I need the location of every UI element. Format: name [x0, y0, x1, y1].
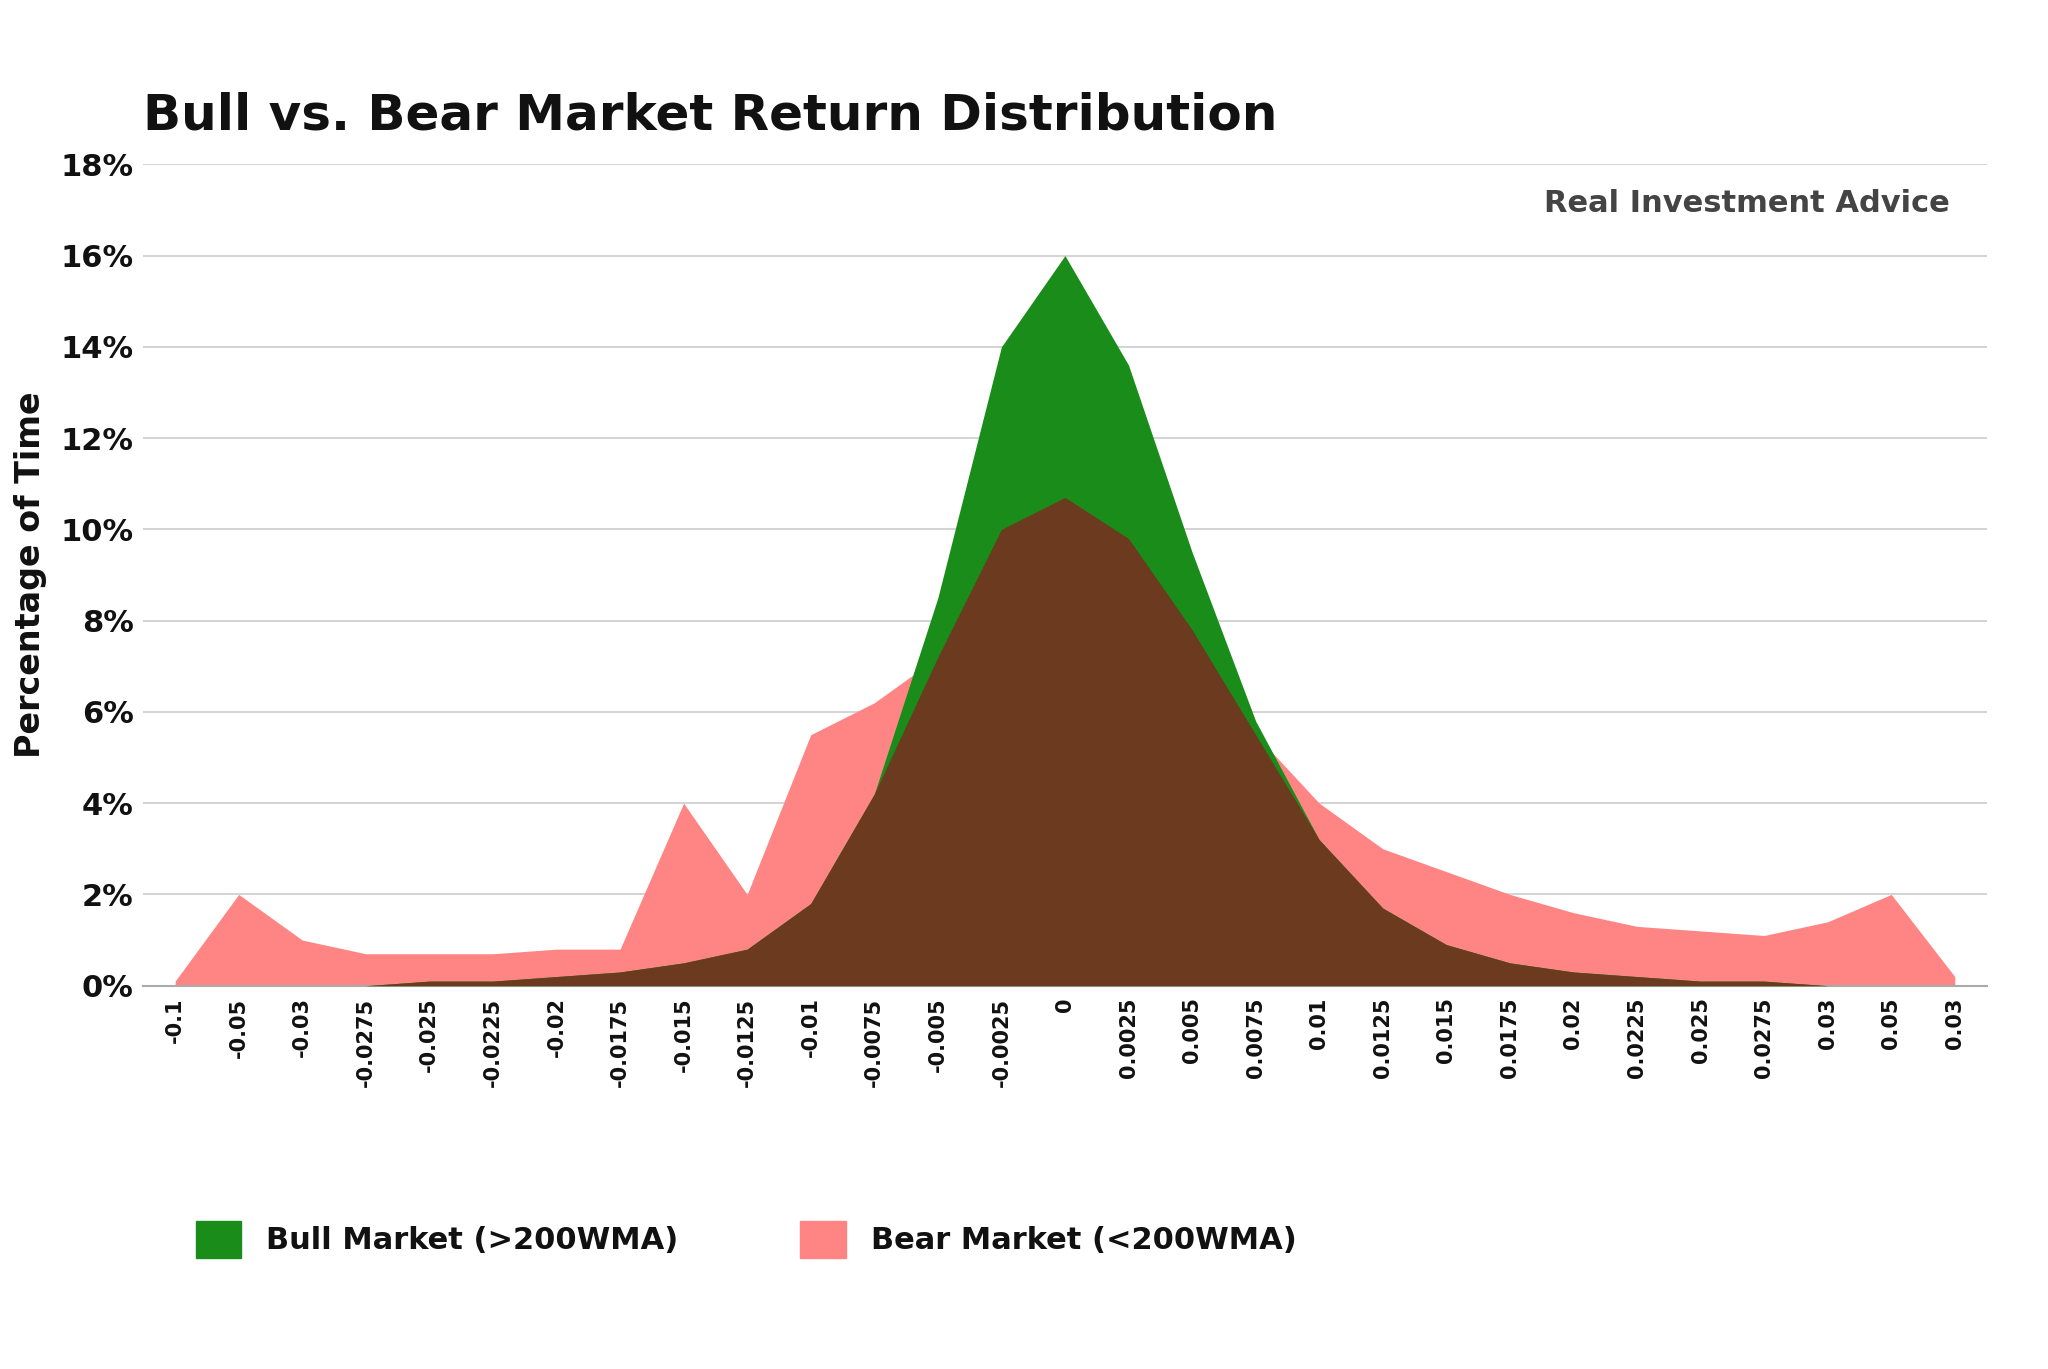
Text: Real Investment Advice: Real Investment Advice: [1544, 189, 1950, 218]
Legend: Bull Market (>200WMA), Bear Market (<200WMA): Bull Market (>200WMA), Bear Market (<200…: [195, 1221, 1296, 1258]
Y-axis label: Percentage of Time: Percentage of Time: [14, 392, 47, 758]
Text: Bull vs. Bear Market Return Distribution: Bull vs. Bear Market Return Distribution: [143, 92, 1278, 140]
